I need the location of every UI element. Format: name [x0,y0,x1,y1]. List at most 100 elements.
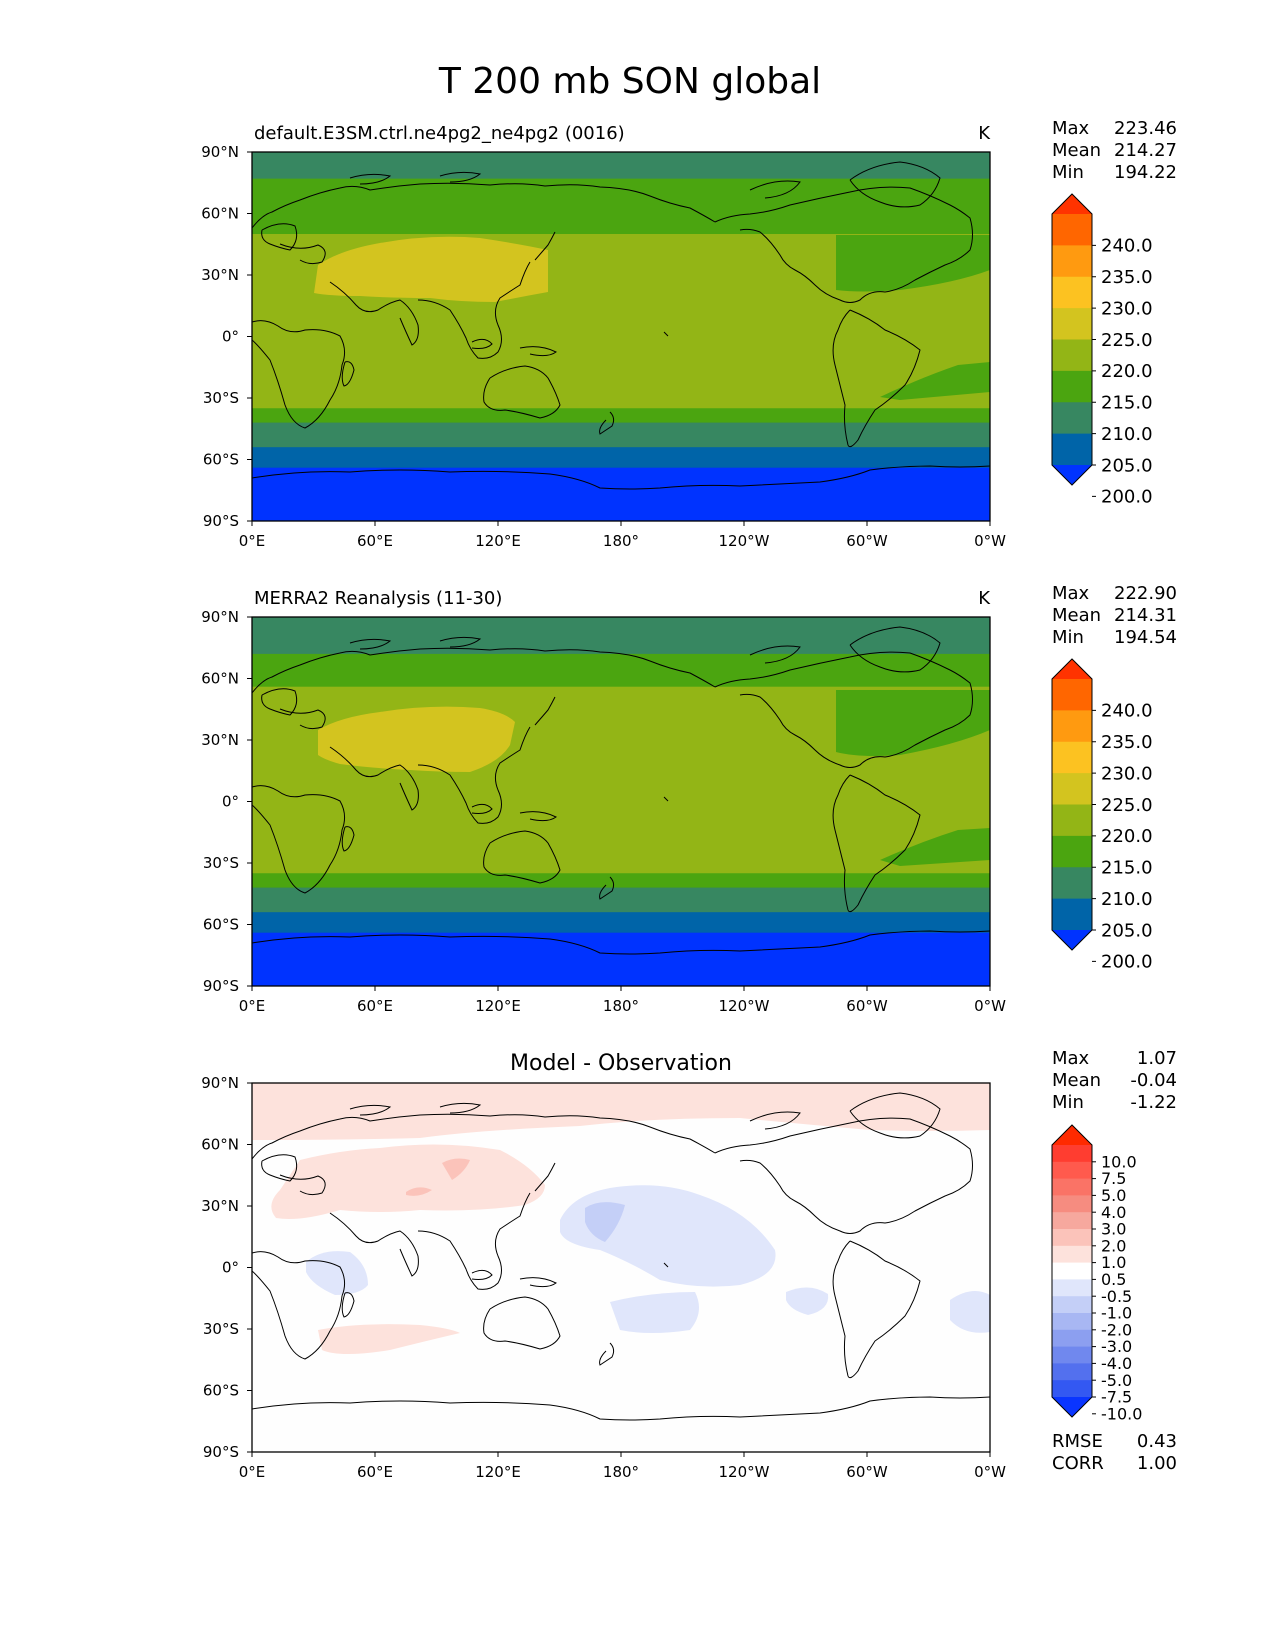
lon-tick-label: 120°E [475,532,521,550]
colorbar-tick-label: 205.0 [1101,920,1153,941]
panel-units-model: K [978,123,991,144]
stat-label-mean-obs: Mean [1052,605,1101,626]
colorbar-tick-label: 10.0 [1101,1152,1137,1171]
colorbar-segment [1052,1329,1092,1348]
diff-negative-south-atlantic [950,1291,990,1333]
colorbar-tick-label: 220.0 [1101,826,1153,847]
stat-label-min-obs: Min [1052,627,1084,648]
lon-tick-label: 60°E [357,997,393,1015]
lat-tick-label: 90°S [203,1443,239,1461]
lon-tick-label: 120°E [475,1463,521,1481]
colorbar-tick-label: -4.0 [1101,1354,1132,1373]
colorbar-segment [1052,433,1092,466]
stat-label-mean-model: Mean [1052,140,1101,161]
panel-model: default.E3SM.ctrl.ne4pg2_ne4pg2 (0016) K… [201,118,1177,550]
stats-model: Max 223.46 Mean 214.27 Min 194.22 [1052,118,1177,183]
stat-label-max-obs: Max [1052,583,1090,604]
metric-value-corr: 1.00 [1137,1453,1177,1474]
lat-tick-label: 30°N [201,266,239,284]
colorbar-segment [1052,835,1092,868]
colorbar-tick-label: -2.0 [1101,1320,1132,1339]
lat-tick-label: 30°N [201,1197,239,1215]
colorbar-segment [1052,1229,1092,1247]
panel-title-obs: MERRA2 Reanalysis (11-30) [254,588,502,609]
colorbar-tick-label: 215.0 [1101,858,1153,879]
lon-tick-label: 0°E [239,1463,266,1481]
stats-obs: Max 222.90 Mean 214.31 Min 194.54 [1052,583,1177,648]
colorbar-segment [1052,1145,1092,1163]
axis-labels-model: 90°N 60°N 30°N 0° 30°S 60°S 90°S0°E 60°E 120°E 18… [201,143,1006,550]
temperature-band [252,873,990,889]
map-diff [252,1083,990,1452]
colorbar-tick-label: 240.0 [1101,701,1153,722]
lat-tick-label: 30°N [201,731,239,749]
colorbar-extend-max [1052,659,1092,679]
temperature-band [252,447,990,469]
lat-tick-label: 90°N [201,608,239,626]
metrics-diff: RMSE 0.43 CORR 1.00 [1052,1431,1177,1474]
lat-tick-label: 60°N [201,205,239,223]
colorbar-segment [1052,1279,1092,1297]
stat-value-mean-diff: -0.04 [1130,1070,1177,1091]
colorbar-obs: 240.0 235.0 230.0 225.0 220.0 215.0 210.0 205.0… [1051,658,1153,973]
colorbar-extend-max [1052,194,1092,214]
stats-diff: Max 1.07 Mean -0.04 Min -1.22 [1052,1048,1177,1113]
temperature-bands-obs [252,617,990,986]
colorbar-tick-label: -7.5 [1101,1388,1132,1407]
colorbar-tick-label: 3.0 [1101,1220,1126,1239]
lon-tick-label: 180° [603,997,639,1015]
cool-region-north-atlantic-model [836,235,990,292]
colorbar-segment [1052,679,1092,711]
colorbar-segment [1052,1346,1092,1364]
colorbar-segment [1052,308,1092,340]
map-obs [252,617,990,986]
colorbar-tick-label: -5.0 [1101,1371,1132,1390]
colorbar-tick-label: 225.0 [1101,795,1153,816]
colorbar-segment [1052,710,1092,743]
axis-labels-obs: 90°N 60°N 30°N 0° 30°S 60°S 90°S0°E 60°E 120°E 18… [201,608,1006,1015]
panel-obs: MERRA2 Reanalysis (11-30) K 90°N 60°N 30°N… [201,583,1177,1015]
colorbar-tick-label: 225.0 [1101,330,1153,351]
stat-value-max-diff: 1.07 [1137,1048,1177,1069]
colorbar-extend-min [1052,465,1092,485]
panel-title-model: default.E3SM.ctrl.ne4pg2_ne4pg2 (0016) [254,123,625,144]
lat-tick-label: 60°N [201,1136,239,1154]
stat-value-min-obs: 194.54 [1114,627,1177,648]
lat-tick-label: 90°S [203,512,239,530]
temperature-band [252,932,990,986]
lat-tick-label: 30°S [203,389,239,407]
panel-diff: Model - Observation 90°N 60°N 30°N 0° 30°S 60… [201,1048,1177,1481]
cool-region-north-atlantic-obs [836,690,990,756]
diff-positive-arctic [252,1083,990,1140]
colorbar-segment [1052,402,1092,435]
lat-tick-label: 90°N [201,143,239,161]
colorbar-segment [1052,276,1092,309]
colorbar-tick-label: 5.0 [1101,1186,1126,1205]
colorbar-tick-label: 205.0 [1101,455,1153,476]
stat-value-mean-model: 214.27 [1114,140,1177,161]
cool-region-southeast-pacific-model [880,362,990,400]
colorbar-tick-label: 2.0 [1101,1236,1126,1255]
lon-tick-label: 60°E [357,1463,393,1481]
colorbar-segment [1052,1245,1092,1264]
metric-label-corr: CORR [1052,1453,1104,1474]
colorbar-extend-min [1052,1397,1092,1417]
panel-units-obs: K [978,588,991,609]
stat-value-max-obs: 222.90 [1114,583,1177,604]
colorbar-segment [1052,1212,1092,1230]
lon-tick-label: 0°E [239,997,266,1015]
colorbar-tick-label: 1.0 [1101,1253,1126,1272]
lon-tick-label: 120°W [719,1463,770,1481]
lat-tick-label: 60°S [203,916,239,934]
temperature-band [252,422,990,448]
colorbar-tick-label: 240.0 [1101,236,1153,257]
temperature-band [252,912,990,934]
stat-label-min-diff: Min [1052,1092,1084,1113]
colorbar-segment [1052,1380,1092,1398]
stat-value-max-model: 223.46 [1114,118,1177,139]
colorbar-tick-label: 200.0 [1101,952,1153,973]
diff-negative-south-pacific [610,1292,699,1333]
colorbar-extend-min [1052,930,1092,950]
temperature-band [252,467,990,521]
